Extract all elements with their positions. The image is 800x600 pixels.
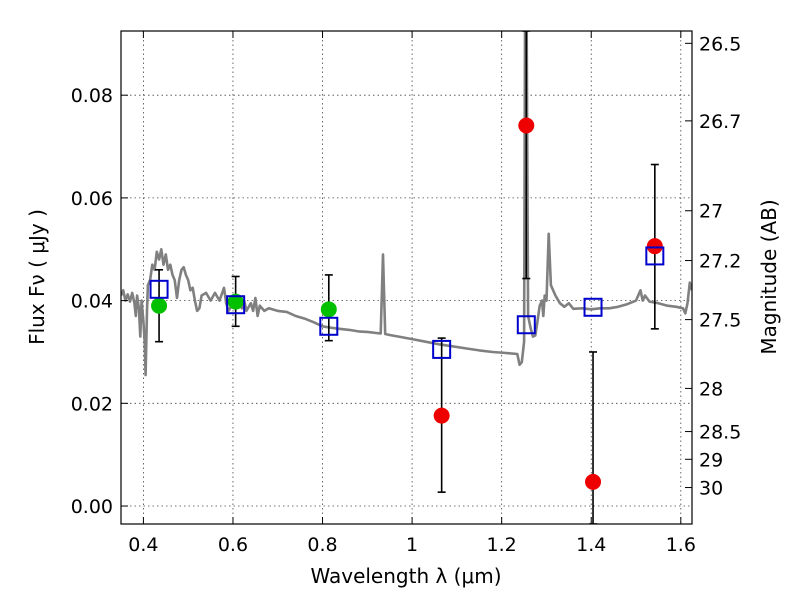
right-tick-label: 26.5 [699, 33, 741, 55]
model-photometry-square [319, 316, 339, 336]
data-points-layer [149, 31, 665, 524]
x-tick-label: 1.4 [576, 534, 606, 556]
y-tick-label: 0.06 [71, 188, 113, 210]
y-tick-label: 0.00 [71, 496, 113, 518]
right-tick-label: 28 [699, 378, 723, 400]
right-tick-label: 26.7 [699, 111, 741, 133]
model-photometry-square [645, 246, 665, 266]
right-tick-label: 28.5 [699, 422, 741, 444]
y-tick-label: 0.02 [71, 393, 113, 415]
axis-ticks: 0.4 0.6 0.8 1 1.2 1.4 1.6 0.00 0.02 0.04 0.06 0.08 2… [71, 31, 741, 556]
model-photometry-square [432, 339, 452, 359]
x-tick-label: 1.6 [666, 534, 696, 556]
model-photometry-square [516, 315, 536, 335]
x-tick-label: 0.6 [218, 534, 248, 556]
green-data-point [320, 301, 337, 318]
red-data-point [518, 117, 535, 134]
right-tick-label: 30 [699, 478, 723, 500]
red-data-point [585, 473, 602, 490]
y-tick-label: 0.08 [71, 85, 113, 107]
right-tick-label: 27.2 [699, 251, 741, 273]
right-tick-label: 29 [699, 449, 723, 471]
model-spectrum-layer [121, 31, 692, 377]
x-tick-label: 1.2 [487, 534, 517, 556]
model-photometry-square [226, 295, 246, 315]
model-photometry-square [149, 279, 169, 299]
y-axis-label: Flux Fν ( μJy ) [25, 209, 49, 345]
y-tick-label: 0.04 [71, 291, 113, 313]
red-data-point [433, 407, 450, 424]
green-data-point [151, 297, 168, 314]
x-tick-label: 0.4 [128, 534, 158, 556]
grid-lines [121, 31, 692, 524]
x-axis-label: Wavelength λ (μm) [310, 564, 501, 588]
x-tick-label: 1 [406, 534, 418, 556]
x-tick-label: 0.8 [307, 534, 337, 556]
model-photometry-square [583, 297, 603, 317]
red-data-point [646, 238, 663, 255]
model-spectrum-line [121, 31, 692, 377]
right-tick-label: 27 [699, 201, 723, 223]
right-tick-label: 27.5 [699, 310, 741, 332]
plot-frame [120, 30, 693, 525]
right-axis-label: Magnitude (AB) [757, 199, 781, 354]
